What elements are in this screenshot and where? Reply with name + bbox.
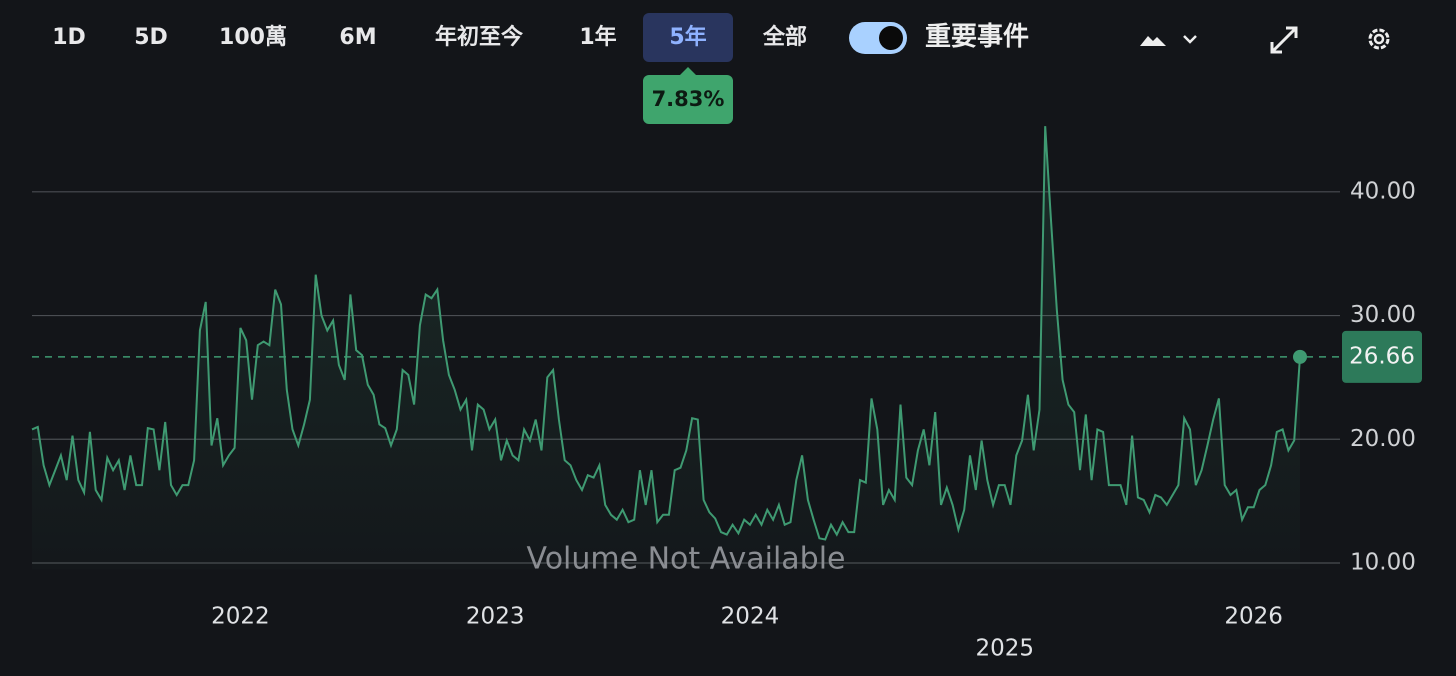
- y-tick-label: 10.00: [1350, 550, 1416, 576]
- last-value-label: 26.66: [1349, 343, 1415, 369]
- range-button[interactable]: 5年: [643, 13, 733, 62]
- x-tick-label: 2023: [466, 604, 525, 630]
- price-line: [31, 126, 1301, 541]
- volume-note: Volume Not Available: [527, 542, 846, 577]
- change-badge: 7.83%: [643, 67, 733, 124]
- x-tick-label: 2026: [1224, 604, 1283, 630]
- y-tick-label: 40.00: [1350, 178, 1416, 204]
- events-label: 重要事件: [925, 22, 1030, 52]
- x-tick-label: 2025: [975, 636, 1034, 662]
- last-point: [1293, 349, 1307, 364]
- area-fill: [32, 126, 1300, 570]
- settings-button[interactable]: [1362, 22, 1396, 56]
- fullscreen-button[interactable]: [1268, 24, 1300, 56]
- range-button[interactable]: 6M: [339, 25, 377, 50]
- events-toggle[interactable]: [848, 21, 910, 57]
- range-button[interactable]: 1D: [52, 25, 86, 50]
- chart-type-menu[interactable]: [1138, 26, 1202, 52]
- range-button[interactable]: 5D: [134, 25, 168, 50]
- range-button[interactable]: 全部: [762, 25, 808, 50]
- last-value-box: [1342, 330, 1422, 383]
- x-tick-label: 2022: [211, 604, 270, 630]
- range-button[interactable]: 1年: [579, 25, 617, 50]
- range-button[interactable]: 年初至今: [434, 25, 524, 50]
- x-tick-label: 2024: [721, 604, 780, 630]
- range-button[interactable]: 100萬: [219, 25, 287, 50]
- y-tick-label: 30.00: [1350, 302, 1416, 328]
- y-tick-label: 20.00: [1350, 426, 1416, 452]
